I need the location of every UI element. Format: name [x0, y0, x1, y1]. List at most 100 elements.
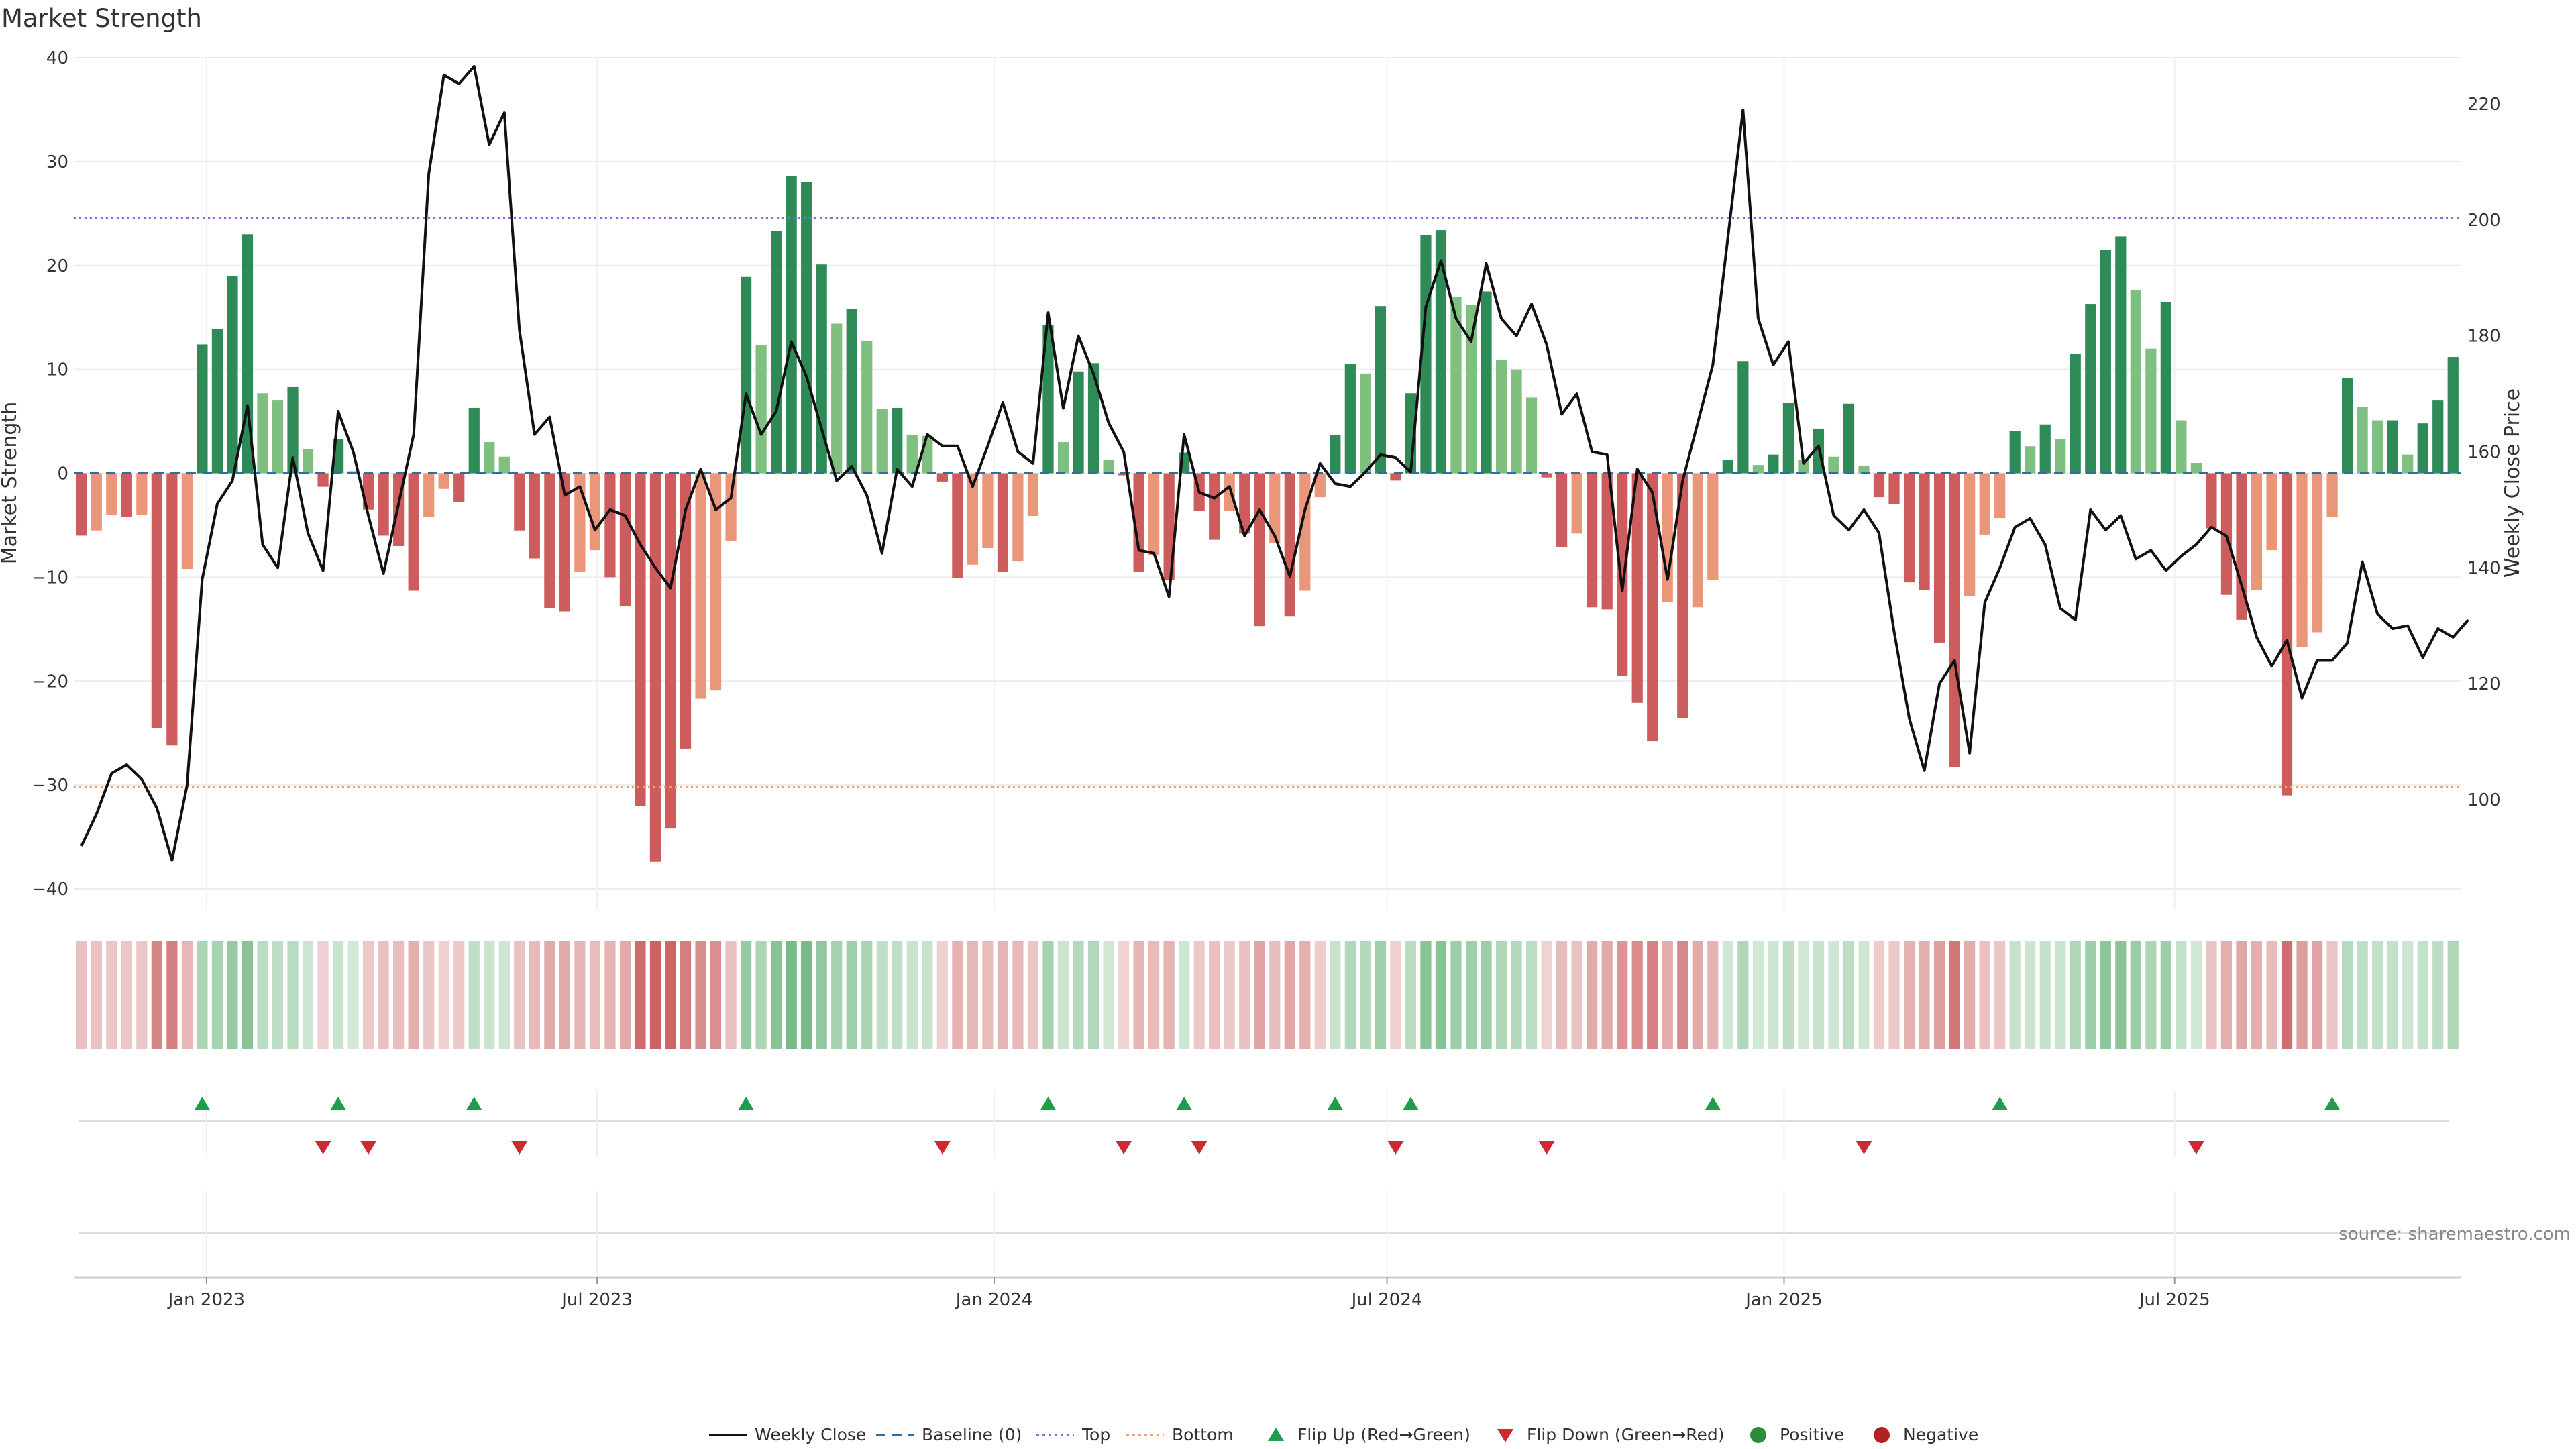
- strip-cell: [771, 941, 782, 1049]
- strength-bar: [1617, 473, 1628, 676]
- flip-up-marker: [738, 1097, 755, 1110]
- strength-bar: [1012, 473, 1024, 562]
- strip-cell: [2357, 941, 2368, 1049]
- strip-cell: [1888, 941, 1900, 1049]
- strip-cell: [1284, 941, 1295, 1049]
- strip-cell: [1330, 941, 1341, 1049]
- flip-down-marker: [1538, 1141, 1555, 1155]
- strip-cell: [967, 941, 978, 1049]
- strip-cell: [514, 941, 525, 1049]
- strip-cell: [2281, 941, 2293, 1049]
- strip-cell: [1617, 941, 1628, 1049]
- strip-cell: [1209, 941, 1220, 1049]
- strip-cell: [1193, 941, 1205, 1049]
- strip-cell: [272, 941, 284, 1049]
- left-tick-label: 0: [57, 464, 68, 484]
- left-tick-label: 40: [46, 48, 68, 68]
- strip-cell: [1813, 941, 1825, 1049]
- strip-cell: [2417, 941, 2428, 1049]
- strength-bar: [1375, 306, 1386, 474]
- strip-cell: [181, 941, 193, 1049]
- strip-cell: [604, 941, 616, 1049]
- legend-item: Flip Up (Red→Green): [1268, 1425, 1470, 1444]
- strength-bar: [1556, 473, 1568, 547]
- strip-cell: [2085, 941, 2096, 1049]
- right-tick-label: 180: [2467, 327, 2501, 347]
- strength-bar: [2025, 446, 2036, 474]
- strength-bar: [2115, 236, 2127, 474]
- flip-up-marker: [466, 1097, 482, 1110]
- strength-bar: [2176, 420, 2187, 474]
- legend-item: Top: [1036, 1425, 1110, 1444]
- strength-bar: [211, 329, 223, 474]
- x-tick-label: Jan 2024: [955, 1290, 1033, 1310]
- strength-bar: [1344, 364, 1356, 474]
- strength-bar: [2357, 407, 2368, 474]
- right-tick-label: 220: [2467, 95, 2501, 115]
- strip-cell: [1314, 941, 1326, 1049]
- strip-cell: [2296, 941, 2308, 1049]
- strength-bars: [76, 176, 2459, 862]
- strip-cell: [665, 941, 676, 1049]
- strip-cell: [347, 941, 359, 1049]
- weekly-close-line: [80, 65, 2469, 862]
- strip-cell: [1435, 941, 1447, 1049]
- strip-cell: [1919, 941, 1930, 1049]
- strip-cell: [2326, 941, 2338, 1049]
- strength-bar: [2447, 357, 2459, 474]
- strength-bar: [2236, 473, 2247, 620]
- strength-bar: [619, 473, 631, 606]
- strip-cell: [2311, 941, 2323, 1049]
- strip-cell: [952, 941, 963, 1049]
- strip-cell: [1662, 941, 1673, 1049]
- x-tick-label: Jan 2025: [1744, 1290, 1823, 1310]
- strength-bar: [1843, 403, 1855, 474]
- strip-cell: [2236, 941, 2247, 1049]
- strip-cell: [906, 941, 918, 1049]
- strength-bar: [1495, 360, 1507, 474]
- strip-cell: [1903, 941, 1915, 1049]
- legend-item: Bottom: [1126, 1425, 1234, 1444]
- strength-bar: [771, 231, 782, 474]
- right-axis-ticks: 100 120 140 160 180 200 220: [2467, 95, 2501, 810]
- strip-cell: [1979, 941, 1990, 1049]
- strength-bar: [1057, 442, 1069, 474]
- strength-bar: [710, 473, 722, 691]
- strip-cell: [1450, 941, 1462, 1049]
- right-tick-label: 160: [2467, 442, 2501, 462]
- strength-bar: [151, 473, 162, 728]
- strip-cell: [1057, 941, 1069, 1049]
- strength-bar: [1133, 473, 1144, 572]
- strip-cell: [1692, 941, 1703, 1049]
- flip-down-marker: [1116, 1141, 1132, 1155]
- strip-cell: [1601, 941, 1613, 1049]
- strip-cell: [287, 941, 299, 1049]
- strength-bar: [649, 473, 661, 862]
- strength-bar: [438, 473, 449, 489]
- flip-up-marker: [1176, 1097, 1193, 1110]
- flip-up-marker: [1992, 1097, 2008, 1110]
- strength-bar: [1752, 465, 1764, 474]
- strength-bar: [498, 456, 510, 474]
- strength-bar: [1073, 371, 1084, 474]
- strength-bar: [1087, 363, 1099, 474]
- strip-cell: [1042, 941, 1054, 1049]
- strength-bar: [1828, 456, 1839, 474]
- strip-cell: [1541, 941, 1552, 1049]
- strength-bar: [2085, 304, 2096, 474]
- x-axis-ticks: Jan 2023 Jul 2023 Jan 2024 Jul 2024 Jan 2025…: [167, 1277, 2210, 1310]
- strength-bar: [1768, 454, 1779, 474]
- strip-cell: [1420, 941, 1432, 1049]
- strip-cell: [1707, 941, 1719, 1049]
- strength-bar: [1284, 473, 1295, 617]
- strength-bar: [1888, 473, 1900, 504]
- flip-up-marker: [1402, 1097, 1419, 1110]
- strength-bar: [665, 473, 676, 829]
- strength-bar: [1873, 473, 1885, 498]
- strip-cell: [2055, 941, 2066, 1049]
- strip-cell: [831, 941, 843, 1049]
- strip-cell: [408, 941, 419, 1049]
- strip-cell: [695, 941, 706, 1049]
- strip-cell: [876, 941, 888, 1049]
- strength-bar: [227, 276, 238, 474]
